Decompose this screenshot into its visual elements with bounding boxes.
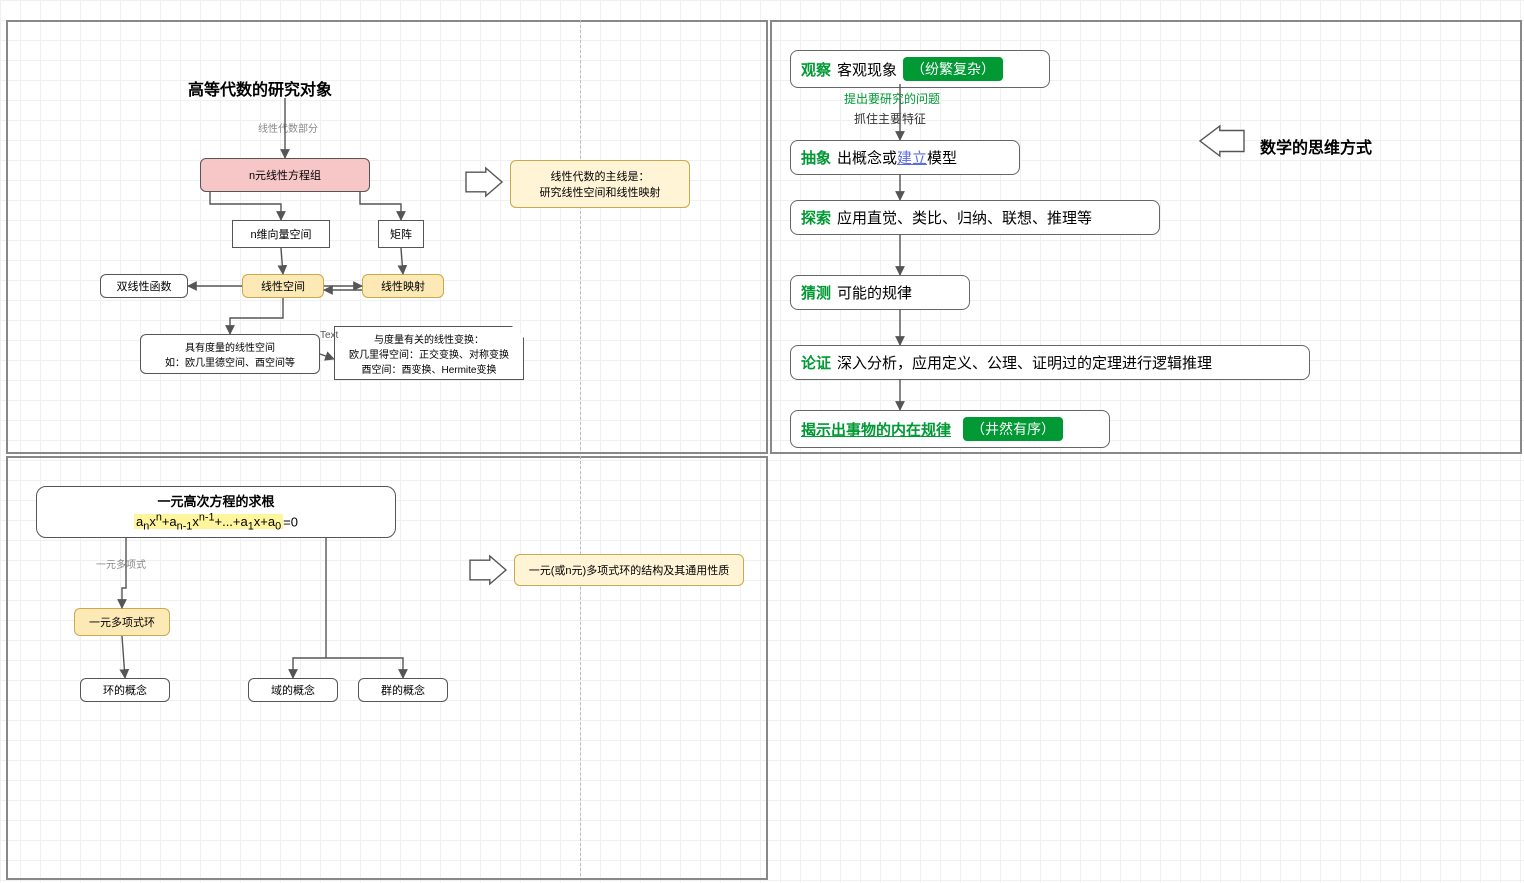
arrows-layer bbox=[0, 0, 1524, 883]
